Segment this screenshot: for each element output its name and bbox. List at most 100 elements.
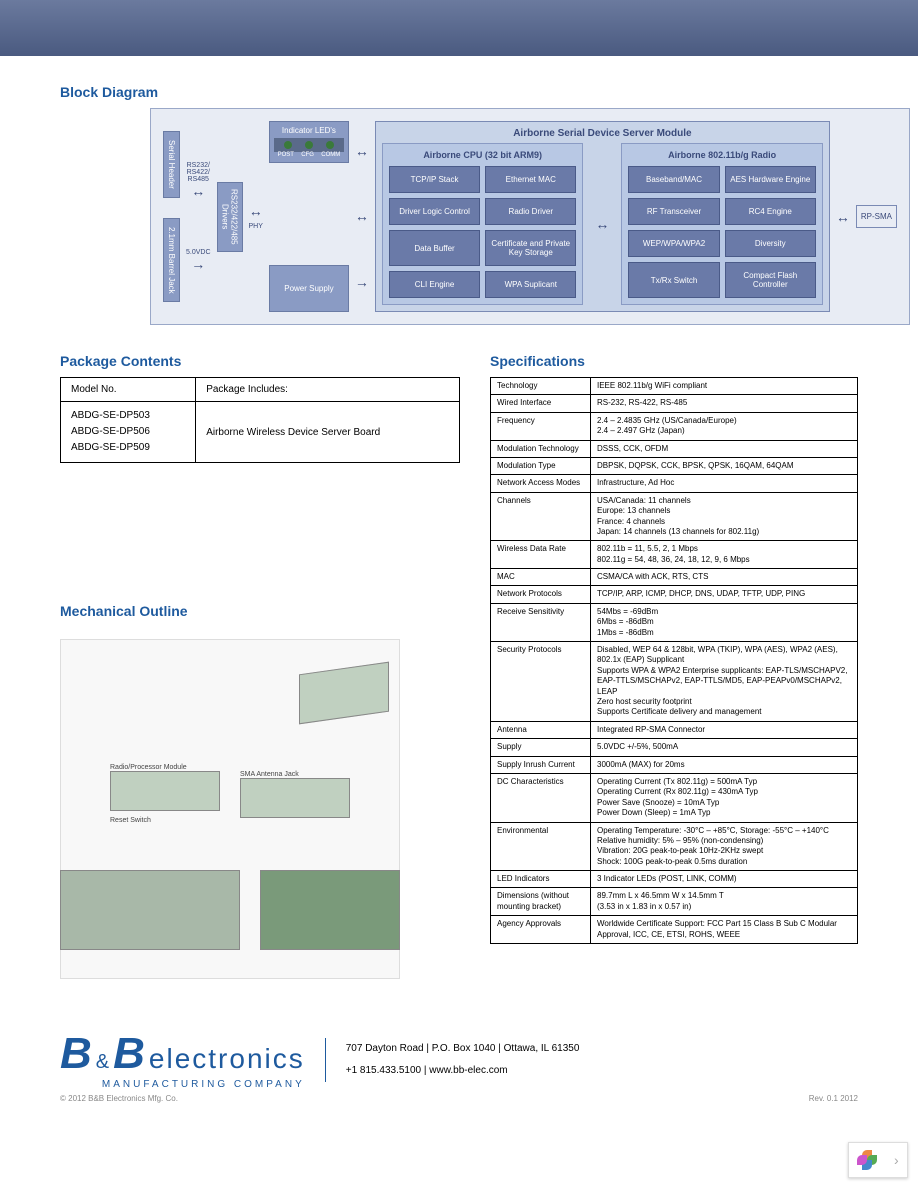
spec-value: 54Mbs = -69dBm 6Mbs = -86dBm 1Mbs = -86d…: [591, 603, 858, 641]
radio-cell: Compact Flash Controller: [725, 262, 816, 298]
spec-label: Network Protocols: [491, 586, 591, 603]
spec-row: Receive Sensitivity54Mbs = -69dBm 6Mbs =…: [491, 603, 858, 641]
spec-value: Disabled, WEP 64 & 128bit, WPA (TKIP), W…: [591, 642, 858, 722]
spec-label: Technology: [491, 378, 591, 395]
spec-row: Dimensions (without mounting bracket)89.…: [491, 888, 858, 916]
arrow-icon: ↔: [249, 203, 263, 219]
cpu-cell: Radio Driver: [485, 198, 576, 225]
radio-cell: RC4 Engine: [725, 198, 816, 225]
spec-value: DBPSK, DQPSK, CCK, BPSK, QPSK, 16QAM, 64…: [591, 457, 858, 474]
cpu-cell: Data Buffer: [389, 230, 480, 266]
serial-header-box: Serial Header: [163, 131, 180, 198]
spec-label: Dimensions (without mounting bracket): [491, 888, 591, 916]
page-widget[interactable]: ›: [848, 1142, 908, 1178]
pkg-header-model: Model No.: [61, 378, 196, 402]
logo-electronics: electronics: [149, 1043, 305, 1075]
spec-row: LED Indicators3 Indicator LEDs (POST, LI…: [491, 871, 858, 888]
spec-value: TCP/IP, ARP, ICMP, DHCP, DNS, UDAP, TFTP…: [591, 586, 858, 603]
spec-label: LED Indicators: [491, 871, 591, 888]
mechanical-outline-title: Mechanical Outline: [60, 603, 460, 619]
spec-value: Operating Current (Tx 802.11g) = 500mA T…: [591, 773, 858, 822]
barrel-jack-box: 2.1mm Barrel Jack: [163, 218, 180, 303]
radio-title: Airborne 802.11b/g Radio: [628, 150, 815, 160]
rs-label: RS232/ RS422/ RS485: [186, 162, 211, 183]
spec-value: DSSS, CCK, OFDM: [591, 440, 858, 457]
package-table: Model No. Package Includes: ABDG-SE-DP50…: [60, 377, 460, 463]
mechanical-outline-figure: Radio/Processor Module Reset Switch SMA …: [60, 639, 460, 979]
led-label: CFG: [301, 152, 314, 158]
arrow-icon: ↔: [186, 183, 211, 199]
spec-value: CSMA/CA with ACK, RTS, CTS: [591, 569, 858, 586]
logo-subtitle: MANUFACTURING COMPANY: [60, 1079, 305, 1090]
cpu-module: Airborne CPU (32 bit ARM9) TCP/IP Stack …: [382, 143, 583, 305]
pkg-header-includes: Package Includes:: [196, 378, 460, 402]
radio-cell: RF Transceiver: [628, 198, 719, 225]
spec-row: DC CharacteristicsOperating Current (Tx …: [491, 773, 858, 822]
bb-logo: B & B electronics: [60, 1029, 305, 1079]
pkg-models-cell: ABDG-SE-DP503 ABDG-SE-DP506 ABDG-SE-DP50…: [61, 402, 196, 463]
spec-value: 2.4 – 2.4835 GHz (US/Canada/Europe) 2.4 …: [591, 412, 858, 440]
header-banner: [0, 0, 918, 56]
led-icon: [326, 141, 334, 149]
footer-info: 707 Dayton Road | P.O. Box 1040 | Ottawa…: [325, 1038, 580, 1082]
logo-amp: &: [96, 1051, 109, 1074]
spec-value: IEEE 802.11b/g WiFi compliant: [591, 378, 858, 395]
mech-side-view-2: [240, 778, 350, 818]
widget-logo-icon: [857, 1150, 877, 1170]
logo-b2: B: [113, 1029, 145, 1079]
radio-cell: Baseband/MAC: [628, 166, 719, 193]
spec-row: AntennaIntegrated RP-SMA Connector: [491, 721, 858, 738]
cpu-cell: WPA Suplicant: [485, 271, 576, 298]
mech-iso-view: [299, 662, 389, 725]
spec-value: Operating Temperature: -30°C – +85°C, St…: [591, 822, 858, 871]
chevron-right-icon[interactable]: ›: [894, 1152, 899, 1168]
specifications-table: TechnologyIEEE 802.11b/g WiFi compliantW…: [490, 377, 858, 944]
spec-row: Network ProtocolsTCP/IP, ARP, ICMP, DHCP…: [491, 586, 858, 603]
spec-label: Environmental: [491, 822, 591, 871]
spec-label: Modulation Technology: [491, 440, 591, 457]
spec-value: Infrastructure, Ad Hoc: [591, 475, 858, 492]
spec-row: ChannelsUSA/Canada: 11 channels Europe: …: [491, 492, 858, 541]
spec-label: Frequency: [491, 412, 591, 440]
specifications-title: Specifications: [490, 353, 858, 369]
module-title: Airborne Serial Device Server Module: [382, 128, 823, 139]
copyright: © 2012 B&B Electronics Mfg. Co.: [60, 1094, 178, 1103]
cpu-cell: CLI Engine: [389, 271, 480, 298]
arrow-icon: ↔: [595, 216, 609, 232]
model-no: ABDG-SE-DP506: [71, 424, 185, 440]
spec-label: Agency Approvals: [491, 916, 591, 944]
spec-row: Supply Inrush Current3000mA (MAX) for 20…: [491, 756, 858, 773]
spec-label: Modulation Type: [491, 457, 591, 474]
spec-label: DC Characteristics: [491, 773, 591, 822]
spec-row: Security ProtocolsDisabled, WEP 64 & 128…: [491, 642, 858, 722]
spec-value: 89.7mm L x 46.5mm W x 14.5mm T (3.53 in …: [591, 888, 858, 916]
led-icon: [305, 141, 313, 149]
spec-value: Worldwide Certificate Support: FCC Part …: [591, 916, 858, 944]
rpsma-box: RP-SMA: [856, 205, 897, 228]
radio-cell: Tx/Rx Switch: [628, 262, 719, 298]
device-server-module: Airborne Serial Device Server Module Air…: [375, 121, 830, 312]
mech-label: SMA Antenna Jack: [240, 771, 350, 778]
page-content: Block Diagram Serial Header 2.1mm Barrel…: [0, 56, 918, 999]
spec-value: 3 Indicator LEDs (POST, LINK, COMM): [591, 871, 858, 888]
spec-row: Modulation TypeDBPSK, DQPSK, CCK, BPSK, …: [491, 457, 858, 474]
spec-label: Supply Inrush Current: [491, 756, 591, 773]
footer: B & B electronics MANUFACTURING COMPANY …: [0, 1029, 918, 1090]
pkg-includes-cell: Airborne Wireless Device Server Board: [196, 402, 460, 463]
spec-label: Network Access Modes: [491, 475, 591, 492]
spec-row: Wireless Data Rate802.11b = 11, 5.5, 2, …: [491, 541, 858, 569]
arrow-icon: ↔: [355, 208, 369, 224]
spec-label: Security Protocols: [491, 642, 591, 722]
model-no: ABDG-SE-DP509: [71, 440, 185, 456]
indicator-title: Indicator LED's: [274, 126, 344, 135]
spec-row: Wired InterfaceRS-232, RS-422, RS-485: [491, 395, 858, 412]
spec-row: EnvironmentalOperating Temperature: -30°…: [491, 822, 858, 871]
footer-contact: +1 815.433.5100 | www.bb-elec.com: [346, 1060, 580, 1082]
spec-label: Supply: [491, 739, 591, 756]
led-label: COMM: [321, 152, 340, 158]
model-no: ABDG-SE-DP503: [71, 408, 185, 424]
radio-cell: Diversity: [725, 230, 816, 257]
cpu-title: Airborne CPU (32 bit ARM9): [389, 150, 576, 160]
spec-row: MACCSMA/CA with ACK, RTS, CTS: [491, 569, 858, 586]
spec-label: Wired Interface: [491, 395, 591, 412]
